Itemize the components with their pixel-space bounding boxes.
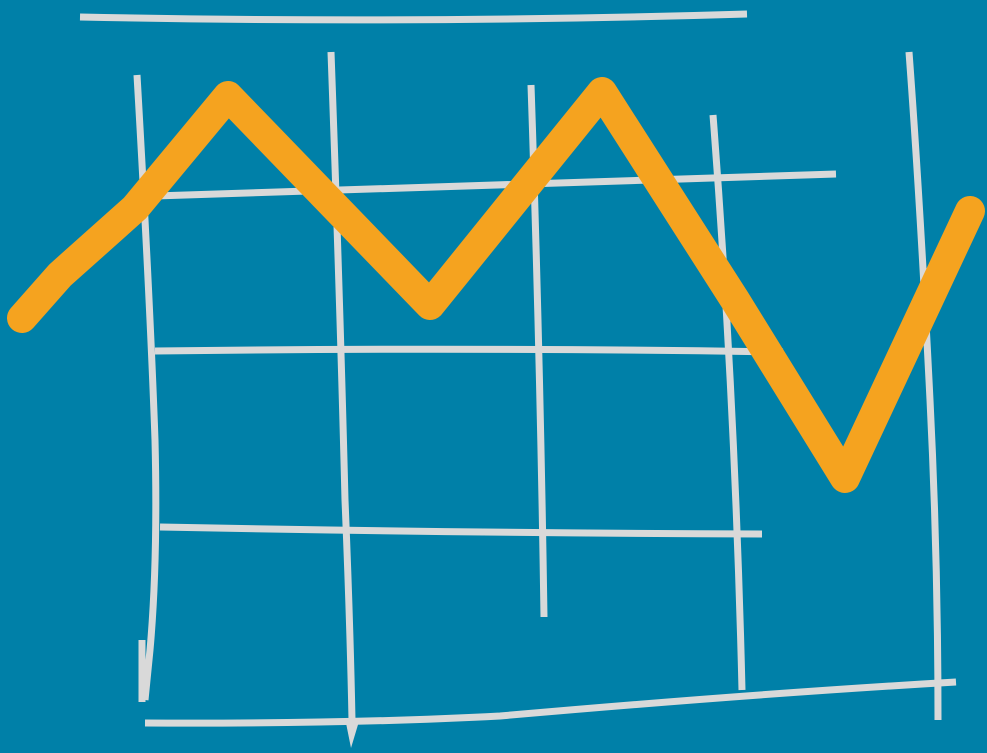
grid-line <box>327 51 356 721</box>
grid-line <box>79 10 748 24</box>
grid-line <box>144 678 957 727</box>
pen-tip <box>345 718 360 748</box>
grid-line <box>154 170 837 200</box>
grid-line <box>709 114 746 691</box>
grid-line <box>154 345 784 356</box>
trend-line <box>7 77 985 493</box>
grid-line <box>905 51 942 721</box>
grid-line <box>159 523 763 538</box>
